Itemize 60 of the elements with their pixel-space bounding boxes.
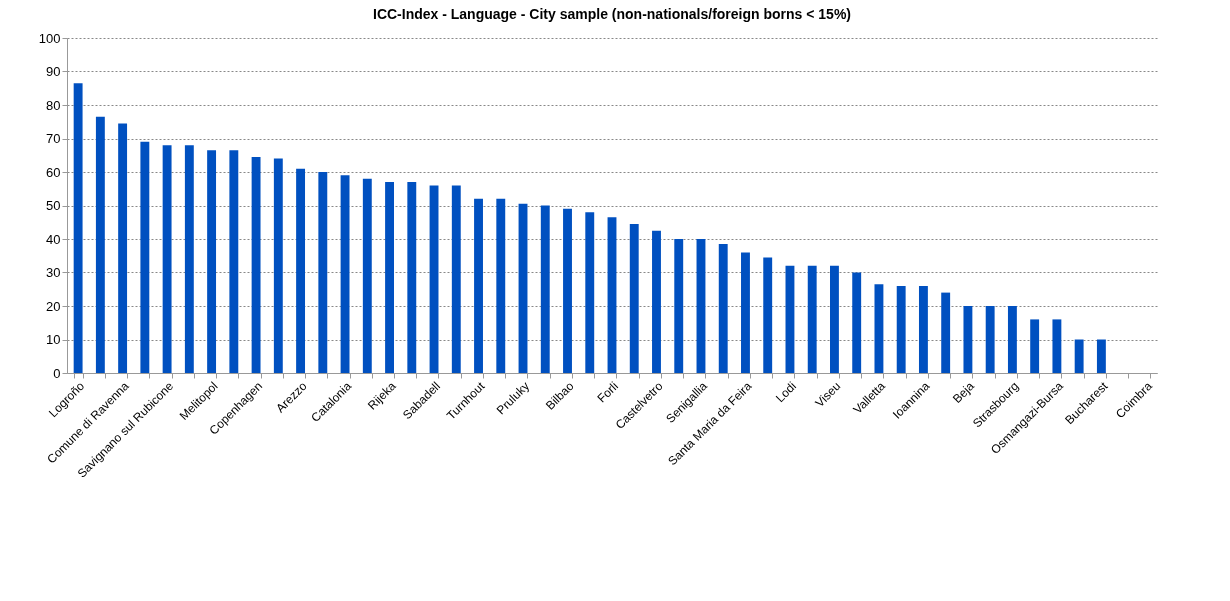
bar <box>229 150 239 373</box>
bar <box>251 156 261 373</box>
bar <box>95 116 105 373</box>
bar <box>718 244 728 373</box>
bar <box>741 252 750 373</box>
bar <box>807 265 817 373</box>
bar <box>296 168 306 373</box>
y-tick-label: 90 <box>46 64 61 79</box>
bar <box>73 83 83 373</box>
x-tick-label: Beja <box>950 378 978 406</box>
y-tick-label: 10 <box>46 332 61 347</box>
bar <box>429 185 439 373</box>
bar <box>585 212 595 373</box>
bar <box>941 292 951 373</box>
bar <box>1096 339 1106 373</box>
bar <box>273 158 283 373</box>
bar <box>407 182 417 373</box>
y-tick-label: 20 <box>46 298 61 314</box>
y-tick-label: 100 <box>38 30 61 46</box>
bar <box>763 257 773 373</box>
bar <box>852 272 862 373</box>
bar <box>184 145 194 373</box>
bar <box>1007 306 1017 373</box>
bar <box>385 182 394 373</box>
bar <box>874 284 884 373</box>
bar <box>563 208 572 373</box>
bar <box>474 198 483 373</box>
bar <box>674 239 684 373</box>
bar <box>451 185 461 373</box>
bar <box>830 265 839 373</box>
y-tick-label: 70 <box>46 131 61 146</box>
bar <box>1052 319 1062 373</box>
bar <box>162 145 172 373</box>
y-tick-label: 40 <box>46 231 61 247</box>
chart-title: ICC-Index - Language - City sample (non-nationals/foreign borns < 15%) <box>373 6 851 22</box>
bar <box>652 230 661 373</box>
bar <box>540 205 550 373</box>
bar <box>607 217 617 373</box>
bar <box>785 265 795 373</box>
bar <box>118 123 128 373</box>
bar <box>1030 319 1040 373</box>
bar <box>985 306 995 373</box>
bar <box>696 239 706 373</box>
y-tick-label: 50 <box>46 198 61 213</box>
bar <box>518 203 528 373</box>
bar <box>340 175 350 373</box>
bar <box>362 178 372 373</box>
bar <box>140 141 150 373</box>
y-tick-label: 60 <box>46 164 61 180</box>
y-tick-label: 0 <box>53 365 61 381</box>
bar <box>629 223 639 373</box>
y-tick-label: 30 <box>46 265 61 280</box>
bar <box>318 172 328 373</box>
bar <box>207 150 217 373</box>
bar <box>1074 339 1084 373</box>
bar <box>918 285 928 373</box>
bar <box>496 198 506 373</box>
bar <box>896 285 906 373</box>
bar <box>963 306 973 373</box>
y-tick-label: 80 <box>46 97 61 113</box>
